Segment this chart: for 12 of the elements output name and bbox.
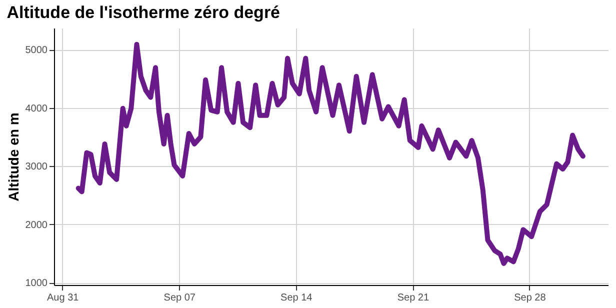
x-tick-label: Sep 14 [280, 292, 313, 304]
y-tick-label: 3000 [25, 162, 48, 173]
y-tick-label: 4000 [25, 103, 48, 114]
y-tick-label: 2000 [25, 220, 48, 231]
y-tick-label: 5000 [25, 45, 48, 56]
x-tick-label: Sep 07 [164, 292, 196, 304]
x-tick-label: Sep 28 [514, 292, 546, 304]
y-tick-label: 1000 [25, 278, 48, 290]
y-axis-title: Altitude en m [5, 112, 22, 202]
x-tick-label: Aug 31 [46, 292, 80, 304]
x-tick-label: Sep 21 [397, 292, 430, 304]
chart-title: Altitude de l'isotherme zéro degré [6, 3, 280, 22]
